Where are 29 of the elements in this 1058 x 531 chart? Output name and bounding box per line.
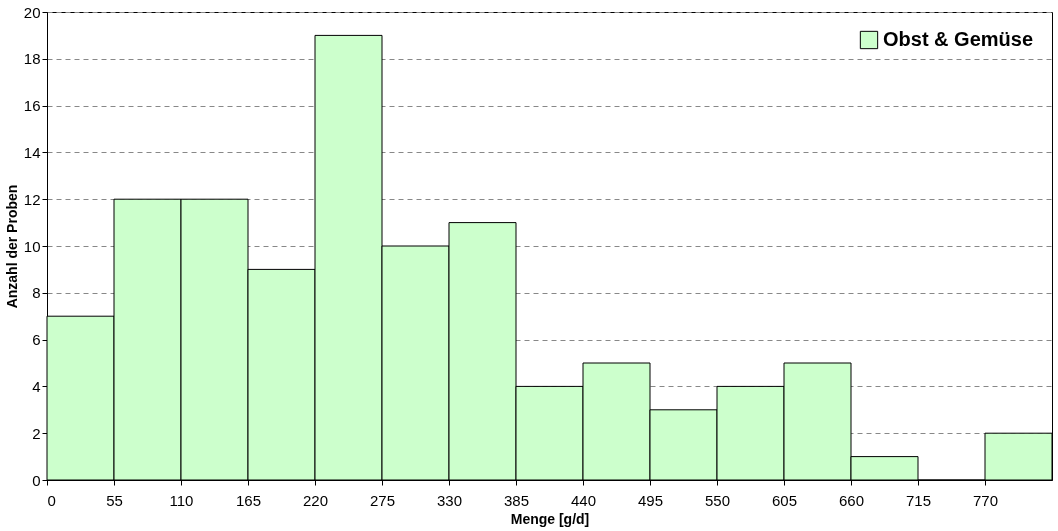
x-tick-label: 550 [704,491,731,509]
x-tick-label: 715 [905,491,932,509]
y-tick-label: 4 [32,377,41,395]
y-axis-title: Anzahl der Proben [3,184,20,309]
x-tick-label: 55 [106,491,123,509]
x-tick-label: 440 [570,491,597,509]
y-tick-label: 2 [32,424,41,442]
y-tick-label: 10 [23,237,41,255]
y-tick-label: 16 [23,97,41,115]
x-tick-label: 660 [838,491,865,509]
x-tick-label: 770 [972,491,999,509]
x-tick-label: 605 [771,491,798,509]
y-tick-label: 20 [23,3,41,21]
y-tick-label: 18 [23,50,41,68]
x-tick-label: 110 [169,491,194,509]
y-tick-label: 14 [23,143,41,161]
x-tick-label: 0 [47,491,56,509]
x-tick-label: 330 [436,491,463,509]
x-tick-label: 495 [637,491,664,509]
x-tick-label: 385 [503,491,530,509]
y-tick-label: 12 [23,190,41,208]
x-tick-label: 165 [235,491,262,509]
y-tick-label: 0 [32,471,41,489]
y-tick-label: 6 [32,331,41,349]
x-axis-title: Menge [g/d] [510,510,590,527]
y-tick-label: 8 [32,284,41,302]
legend-label: Obst & Gemüse [883,28,1034,50]
x-tick-label: 220 [302,491,329,509]
x-tick-label: 275 [369,491,396,509]
